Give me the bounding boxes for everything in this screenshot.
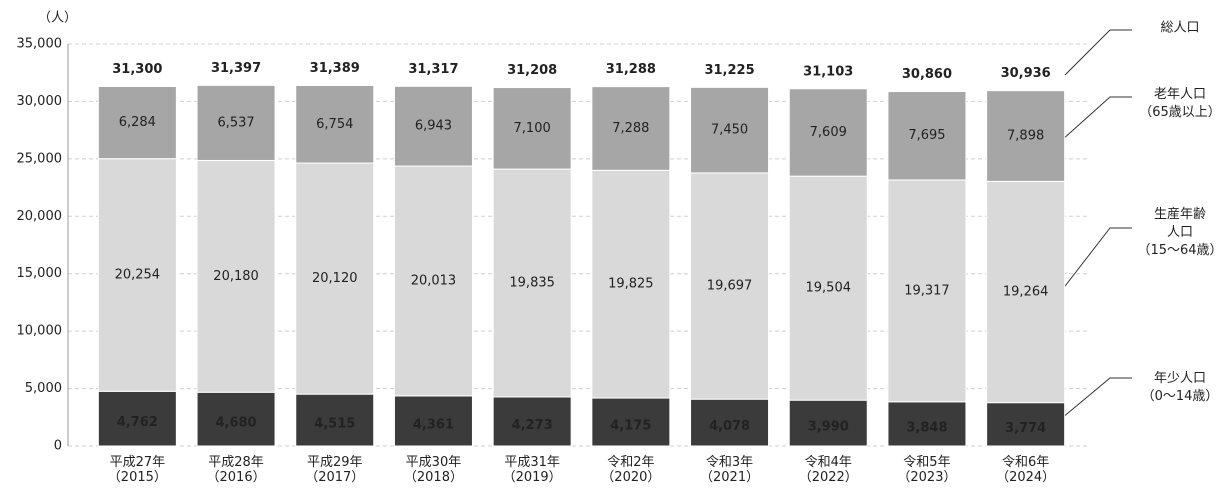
x-tick-label: 平成29年（2017） xyxy=(305,455,364,485)
bar-segment xyxy=(690,172,770,400)
data-label: 19,835 xyxy=(509,276,555,291)
bar-segment xyxy=(492,396,572,447)
total-label: 30,936 xyxy=(1001,66,1051,81)
bar-segment xyxy=(788,399,868,447)
data-label: 3,848 xyxy=(906,420,947,435)
bar-segment xyxy=(196,159,276,393)
data-label: 6,284 xyxy=(119,115,156,130)
total-label: 31,103 xyxy=(803,64,853,79)
y-tick-label: 5,000 xyxy=(25,381,62,396)
bar-segment xyxy=(788,175,868,401)
leader-line xyxy=(1061,377,1132,419)
data-label: 4,078 xyxy=(709,419,750,434)
bar-segment xyxy=(690,398,770,447)
bar-segment xyxy=(97,85,177,160)
data-label: 3,990 xyxy=(808,420,849,435)
y-axis-label: （人） xyxy=(38,11,77,26)
data-label: 19,264 xyxy=(1003,285,1049,300)
legend-label: 生産年齢人口（15～64歳） xyxy=(1137,206,1217,258)
bar-segment xyxy=(887,91,967,181)
y-tick-label: 10,000 xyxy=(17,324,63,339)
bar-segment xyxy=(196,391,276,447)
x-tick-label: 平成28年（2016） xyxy=(207,455,266,485)
data-label: 19,504 xyxy=(806,281,852,296)
total-label: 31,300 xyxy=(112,62,162,77)
x-tick-label: 令和4年（2022） xyxy=(799,455,858,485)
total-label: 31,288 xyxy=(606,62,656,77)
bar-segment xyxy=(887,401,967,447)
bar-segment xyxy=(295,393,375,447)
total-label: 31,225 xyxy=(704,63,754,78)
bar-segment xyxy=(393,165,473,397)
x-tick-label: 令和3年（2021） xyxy=(700,455,759,485)
bar-segment xyxy=(788,88,868,177)
data-label: 20,013 xyxy=(411,273,457,288)
legend-label: 総人口 xyxy=(1160,21,1199,36)
bar-segment xyxy=(591,169,671,399)
x-tick-label: 平成27年（2015） xyxy=(108,455,167,485)
bar-segment xyxy=(196,84,276,161)
bar-segment xyxy=(295,162,375,395)
data-label: 7,288 xyxy=(612,121,649,136)
data-label: 3,774 xyxy=(1005,421,1046,436)
leader-line xyxy=(1061,96,1132,141)
bar-segment xyxy=(492,87,572,170)
y-tick-label: 30,000 xyxy=(17,94,63,109)
y-tick-label: 20,000 xyxy=(17,209,63,224)
legend-label: 年少人口（0～14歳） xyxy=(1142,371,1217,404)
x-tick-label: 平成30年（2018） xyxy=(404,455,463,485)
data-label: 7,100 xyxy=(514,121,551,136)
data-label: 4,175 xyxy=(610,419,651,434)
bar-segment xyxy=(591,397,671,447)
data-label: 19,697 xyxy=(707,279,753,294)
bar-segment xyxy=(97,158,177,392)
data-label: 4,515 xyxy=(314,417,355,432)
bar-segment xyxy=(690,86,770,174)
data-label: 20,254 xyxy=(115,267,161,282)
data-label: 7,695 xyxy=(908,128,945,143)
data-label: 7,609 xyxy=(810,125,847,140)
leader-line xyxy=(1064,29,1132,76)
data-label: 20,180 xyxy=(213,269,259,284)
y-tick-label: 25,000 xyxy=(17,151,63,166)
leader-line xyxy=(1061,227,1132,291)
bar-segment xyxy=(591,86,671,171)
total-label: 31,389 xyxy=(310,61,360,76)
y-tick-label: 35,000 xyxy=(17,37,63,52)
data-label: 6,537 xyxy=(217,115,254,130)
total-label: 31,317 xyxy=(408,62,458,77)
data-label: 4,762 xyxy=(117,415,158,430)
data-label: 7,450 xyxy=(711,123,748,138)
data-label: 6,754 xyxy=(316,117,353,132)
data-label: 4,361 xyxy=(413,417,454,432)
data-label: 7,898 xyxy=(1007,129,1044,144)
x-tick-label: 令和5年（2023） xyxy=(897,455,956,485)
y-tick-label: 0 xyxy=(54,439,62,454)
bar-segment xyxy=(393,395,473,447)
bar-segment xyxy=(393,85,473,167)
data-label: 4,273 xyxy=(512,418,553,433)
x-tick-label: 令和6年（2024） xyxy=(996,455,1055,485)
data-label: 4,680 xyxy=(215,416,256,431)
x-tick-label: 令和2年（2020） xyxy=(601,455,660,485)
data-label: 20,120 xyxy=(312,271,358,286)
total-label: 31,397 xyxy=(211,61,261,76)
legend-label: 老年人口（65歳以上） xyxy=(1139,87,1217,120)
data-label: 6,943 xyxy=(415,119,452,134)
total-label: 31,208 xyxy=(507,63,557,78)
bar-segment xyxy=(887,179,967,403)
bar-segment xyxy=(295,84,375,164)
data-label: 19,825 xyxy=(608,277,654,292)
total-label: 30,860 xyxy=(902,67,952,82)
bar-segment xyxy=(492,168,572,398)
data-label: 19,317 xyxy=(904,283,950,298)
bar-segment xyxy=(986,90,1066,182)
x-tick-label: 平成31年（2019） xyxy=(503,455,562,485)
y-tick-label: 15,000 xyxy=(17,266,63,281)
bar-segment xyxy=(986,402,1066,447)
